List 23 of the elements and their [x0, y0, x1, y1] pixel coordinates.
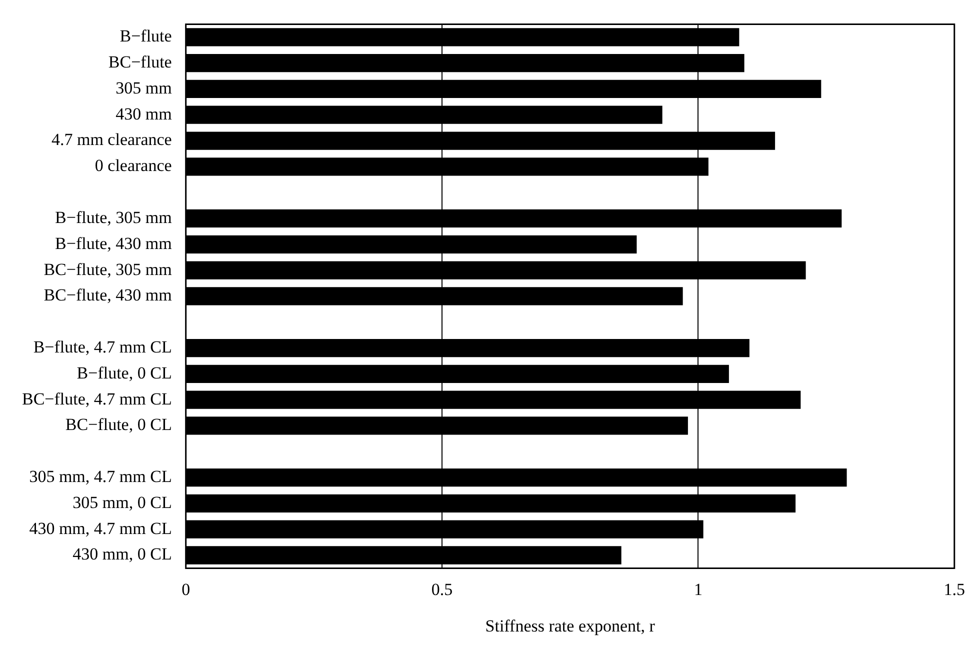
- y-tick-label: 305 mm, 4.7 mm CL: [29, 467, 172, 486]
- x-tick-label: 1: [694, 580, 702, 599]
- y-tick-label: B−flute, 0 CL: [76, 363, 172, 382]
- y-tick-label: BC−flute, 0 CL: [65, 415, 172, 434]
- y-tick-label: 4.7 mm clearance: [51, 130, 172, 150]
- x-axis-title: Stiffness rate exponent, r: [485, 616, 656, 636]
- x-tick-label: 0.5: [431, 580, 453, 599]
- x-tick-label: 1.5: [944, 580, 965, 599]
- y-tick-label: 0 clearance: [94, 156, 172, 176]
- y-tick-label: B−flute: [120, 26, 172, 46]
- x-tick-label: 0: [182, 580, 190, 599]
- y-tick-label: 430 mm: [116, 104, 172, 124]
- y-tick-label: 305 mm, 0 CL: [72, 492, 172, 512]
- y-tick-label: BC−flute, 430 mm: [44, 286, 172, 305]
- y-tick-label: B−flute, 430 mm: [55, 234, 172, 253]
- y-tick-label: BC−flute, 4.7 mm CL: [22, 389, 172, 408]
- y-tick-label: BC−flute, 305 mm: [44, 260, 172, 279]
- y-tick-label: 305 mm: [116, 78, 172, 98]
- y-tick-label: 430 mm, 4.7 mm CL: [29, 518, 172, 538]
- y-tick-label: B−flute, 4.7 mm CL: [33, 337, 172, 356]
- y-tick-label: 430 mm, 0 CL: [72, 544, 172, 564]
- y-tick-label: BC−flute: [108, 52, 172, 72]
- y-tick-label: B−flute, 305 mm: [55, 208, 172, 227]
